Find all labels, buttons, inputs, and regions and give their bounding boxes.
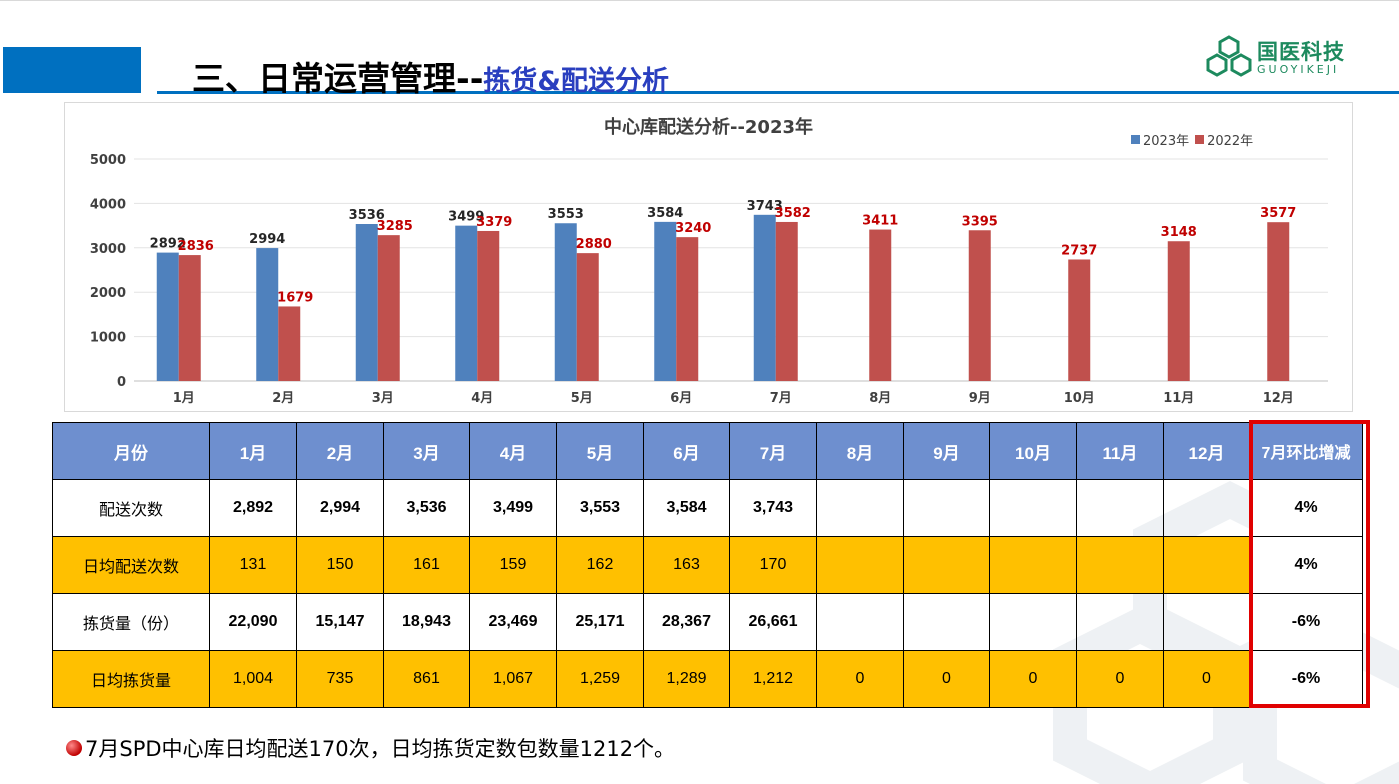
table-change-cell: -6% [1249, 650, 1363, 708]
table-cell [1076, 536, 1164, 594]
table-header-cell: 3月 [383, 422, 470, 480]
data-table: 月份 1月 2月 3月 4月 5月 6月 7月 8月 9月 10月 11月 12月 7月环比增减 配送次数… [52, 422, 1363, 708]
page-title: 三、日常运营管理--拣货&配送分析 [192, 52, 669, 100]
table-cell: 159 [469, 536, 557, 594]
table-cell: 735 [296, 650, 384, 708]
table-header-cell: 8月 [816, 422, 904, 480]
table-row: 配送次数 2,892 2,994 3,536 3,499 3,553 3,584 3,743 4… [52, 479, 1363, 537]
table-header-cell: 5月 [556, 422, 644, 480]
table-cell: 163 [643, 536, 730, 594]
table-cell: 131 [209, 536, 297, 594]
table-cell: 0 [989, 650, 1077, 708]
table-cell [1076, 593, 1164, 651]
table-cell [989, 536, 1077, 594]
table-cell: 1,259 [556, 650, 644, 708]
legend-item-2022: 2022年 [1195, 130, 1253, 149]
table-cell [989, 479, 1077, 537]
header-accent-block [3, 47, 141, 93]
table-cell: 1,067 [469, 650, 557, 708]
table-cell: 0 [903, 650, 990, 708]
table-cell: 3,553 [556, 479, 644, 537]
table-header-cell: 9月 [903, 422, 990, 480]
logo-text-en: GUOYIKEJI [1257, 63, 1340, 76]
table-cell [903, 479, 990, 537]
table-cell: 2,994 [296, 479, 384, 537]
header-underline [157, 91, 1399, 94]
legend-swatch-2022 [1195, 135, 1205, 144]
table-change-cell: 4% [1249, 479, 1363, 537]
table-row: 日均拣货量 1,004 735 861 1,067 1,259 1,289 1,212 0 0 0 0… [52, 650, 1363, 708]
table-cell: 18,943 [383, 593, 470, 651]
chart-legend: 2023年 2022年 [1131, 130, 1253, 149]
table-cell: 162 [556, 536, 644, 594]
table-cell: 2,892 [209, 479, 297, 537]
table-header-cell: 1月 [209, 422, 297, 480]
legend-label-2023: 2023年 [1143, 134, 1190, 149]
table-cell: 1,289 [643, 650, 730, 708]
table-cell [816, 536, 904, 594]
table-header-cell: 11月 [1076, 422, 1164, 480]
table-cell: 0 [1076, 650, 1164, 708]
table-cell: 3,536 [383, 479, 470, 537]
legend-item-2023: 2023年 [1131, 130, 1189, 149]
change-column-highlight [1249, 420, 1370, 708]
table-cell [903, 536, 990, 594]
table-row-label: 配送次数 [52, 479, 210, 537]
bullet-icon [66, 740, 82, 756]
table-cell: 3,743 [729, 479, 817, 537]
table-cell: 3,584 [643, 479, 730, 537]
table-cell: 0 [816, 650, 904, 708]
table-header-cell: 12月 [1163, 422, 1250, 480]
top-border [0, 0, 1399, 1]
table-cell [1163, 536, 1250, 594]
table-cell [816, 593, 904, 651]
chart-title: 中心库配送分析--2023年 [603, 117, 814, 138]
page-title-sub: 拣货&配送分析 [483, 66, 669, 97]
footnote-text: 7月SPD中心库日均配送170次，日均拣货定数包数量1212个。 [85, 737, 676, 761]
table-cell: 22,090 [209, 593, 297, 651]
table-row-label: 拣货量（份） [52, 593, 210, 651]
table-cell [1163, 593, 1250, 651]
table-header-cell: 4月 [469, 422, 557, 480]
table-cell: 23,469 [469, 593, 557, 651]
table-header-cell: 10月 [989, 422, 1077, 480]
page-title-main: 三、日常运营管理-- [192, 59, 484, 98]
table-cell: 1,004 [209, 650, 297, 708]
table-cell: 3,499 [469, 479, 557, 537]
table-cell [1076, 479, 1164, 537]
logo-text-cn: 国医科技 [1257, 40, 1345, 64]
table-cell: 15,147 [296, 593, 384, 651]
table-cell: 150 [296, 536, 384, 594]
table-cell: 28,367 [643, 593, 730, 651]
table-cell: 26,661 [729, 593, 817, 651]
table-header-cell: 6月 [643, 422, 730, 480]
table-row: 拣货量（份） 22,090 15,147 18,943 23,469 25,171 28,3… [52, 593, 1363, 651]
table-header-cell: 7月 [729, 422, 817, 480]
table-row-label: 日均配送次数 [52, 536, 210, 594]
table-cell [1163, 479, 1250, 537]
table-cell: 25,171 [556, 593, 644, 651]
table-header-cell: 7月环比增减 [1249, 422, 1363, 480]
table-row: 日均配送次数 131 150 161 159 162 163 170 4% [52, 536, 1363, 594]
company-logo: 国医科技 GUOYIKEJI [1205, 34, 1365, 82]
legend-swatch-2023 [1131, 135, 1140, 144]
table-cell: 861 [383, 650, 470, 708]
table-change-cell: 4% [1249, 536, 1363, 594]
footnote: 7月SPD中心库日均配送170次，日均拣货定数包数量1212个。 [66, 733, 675, 763]
table-header-cell: 月份 [52, 422, 210, 480]
table-cell: 0 [1163, 650, 1250, 708]
table-row-label: 日均拣货量 [52, 650, 210, 708]
table-cell: 161 [383, 536, 470, 594]
table-cell [816, 479, 904, 537]
table-cell: 170 [729, 536, 817, 594]
table-header-row: 月份 1月 2月 3月 4月 5月 6月 7月 8月 9月 10月 11月 12月 7月环比增减 [52, 422, 1363, 480]
logo-cubes-icon [1206, 35, 1252, 77]
table-cell [989, 593, 1077, 651]
table-header-cell: 2月 [296, 422, 384, 480]
table-cell: 1,212 [729, 650, 817, 708]
table-cell [903, 593, 990, 651]
legend-label-2022: 2022年 [1207, 134, 1254, 149]
